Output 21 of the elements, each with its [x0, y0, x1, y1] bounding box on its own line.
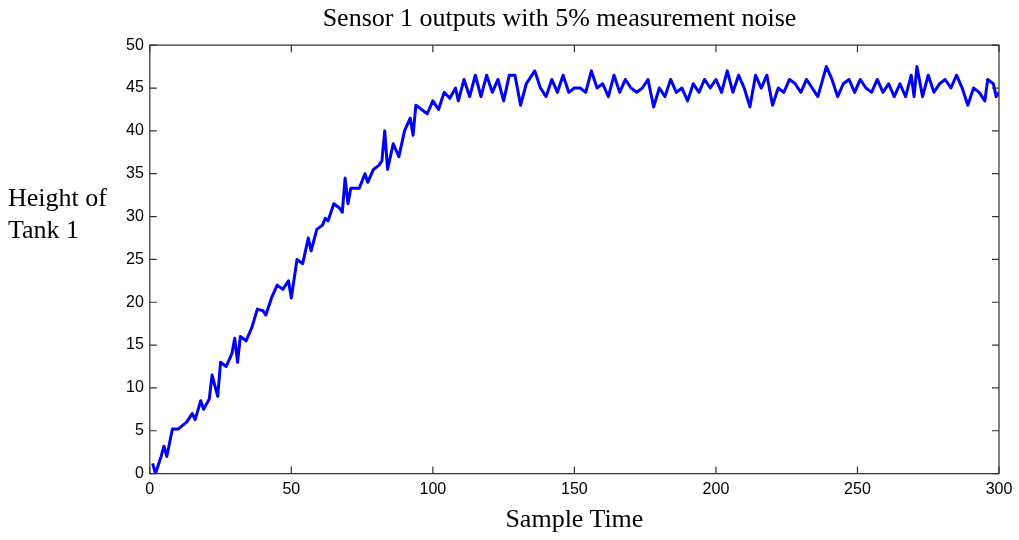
x-axis-title: Sample Time: [505, 504, 644, 534]
x-tick-label: 100: [419, 479, 447, 497]
x-tick-label: 0: [145, 479, 155, 497]
y-tick-label: 50: [126, 35, 144, 53]
y-tick-label: 10: [126, 378, 144, 396]
y-tick-label: 45: [126, 78, 144, 96]
x-tick-label: 200: [702, 479, 730, 497]
y-tick-label: 30: [126, 206, 144, 224]
x-tick-label: 150: [561, 479, 588, 497]
chart-title: Sensor 1 outputs with 5% measurement noise: [322, 3, 797, 33]
y-tick-label: 20: [126, 292, 144, 310]
y-tick-label: 5: [134, 421, 144, 439]
y-tick-label: 40: [126, 121, 144, 139]
y-tick-label: 35: [126, 164, 144, 182]
y-tick-label: 0: [134, 464, 144, 482]
x-tick-label: 50: [282, 479, 301, 497]
y-tick-label: 25: [126, 249, 144, 267]
x-tick-label: 300: [985, 479, 1013, 497]
x-tick-label: 250: [844, 479, 871, 497]
y-axis-title: Height of Tank 1: [8, 183, 107, 244]
y-tick-label: 15: [126, 335, 144, 353]
